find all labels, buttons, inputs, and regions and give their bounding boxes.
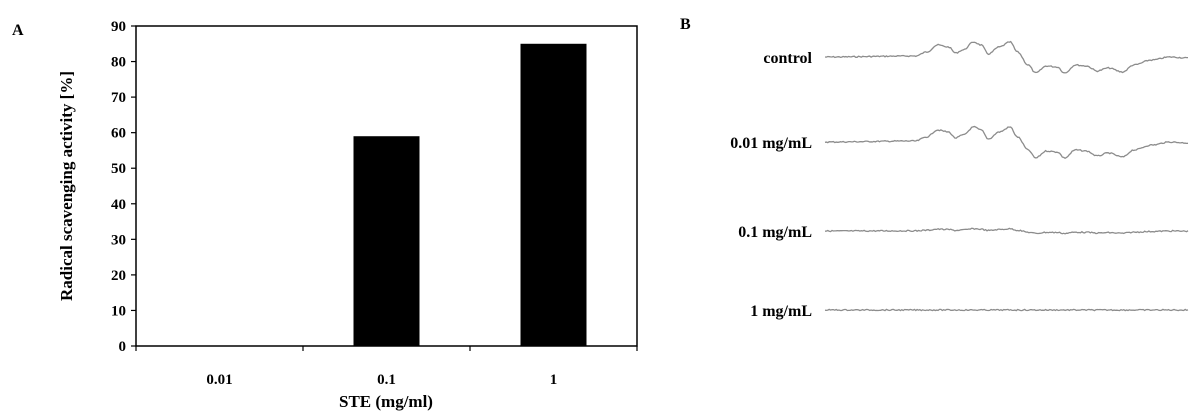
y-tick-label: 60 xyxy=(111,126,126,142)
y-tick-label: 70 xyxy=(111,90,126,106)
x-tick-label: 1 xyxy=(550,372,558,388)
y-tick-label: 40 xyxy=(111,197,126,213)
spectrum-trace xyxy=(824,308,1189,312)
y-axis-ticks: 0 10 20 30 40 50 60 70 80 90 xyxy=(111,19,136,355)
x-tick-label: 0.1 xyxy=(377,372,396,388)
y-tick-label: 20 xyxy=(111,268,126,284)
x-tick-label: 0.01 xyxy=(206,372,232,388)
y-tick-label: 30 xyxy=(111,232,126,248)
spectrum-label: control xyxy=(763,50,812,67)
y-tick-label: 0 xyxy=(119,339,127,355)
x-axis-label: STE (mg/ml) xyxy=(339,392,433,411)
spectrum-trace xyxy=(824,125,1189,160)
y-axis-label: Radical scavenging activity [%] xyxy=(57,71,76,301)
spectrum-trace xyxy=(824,227,1189,235)
bar-1 xyxy=(520,43,587,347)
bars xyxy=(353,43,587,347)
spectrum-label: 0.01 mg/mL xyxy=(730,135,812,152)
x-axis-ticks: 0.01 0.1 1 xyxy=(135,346,638,388)
panel-b-letter: B xyxy=(680,16,691,33)
y-tick-label: 80 xyxy=(111,55,126,71)
y-tick-label: 10 xyxy=(111,303,126,319)
spectrum-label: 1 mg/mL xyxy=(750,303,812,320)
esr-spectra: control 0.01 mg/mL 0.1 mg/mL 1 mg/mL xyxy=(730,40,1189,320)
y-tick-label: 90 xyxy=(111,19,126,35)
bar-0.1 xyxy=(353,136,420,346)
spectrum-label: 0.1 mg/mL xyxy=(738,224,812,241)
y-tick-label: 50 xyxy=(111,161,126,177)
spectrum-trace xyxy=(824,40,1188,74)
panel-a-letter: A xyxy=(12,22,24,39)
bar-chart: 0 10 20 30 40 50 60 70 80 90 0.01 0.1 1 Radical sca… xyxy=(57,19,638,411)
